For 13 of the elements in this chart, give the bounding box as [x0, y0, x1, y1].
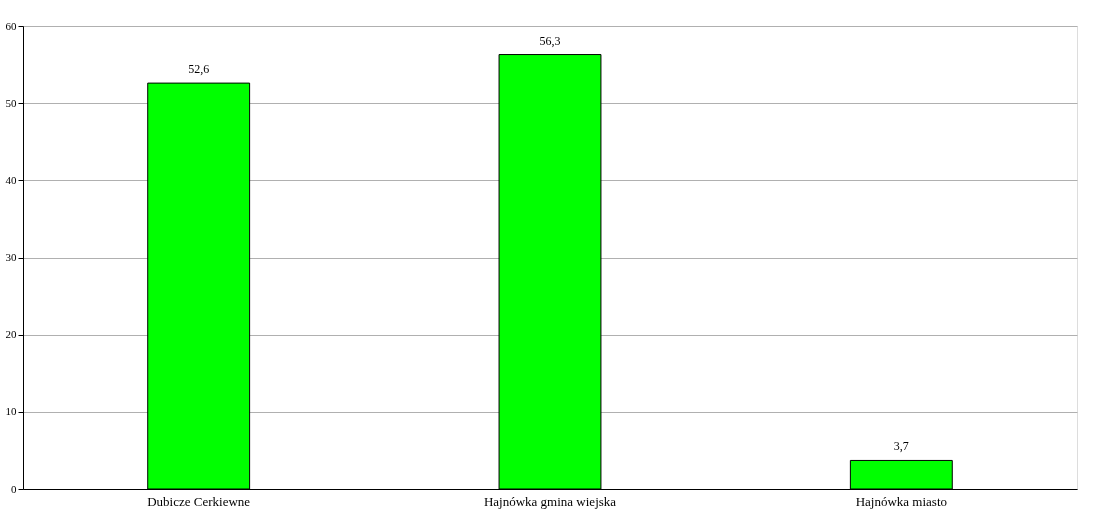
x-tick-label: Dubicze Cerkiewne	[147, 493, 251, 509]
data-label: 52,6	[188, 62, 210, 77]
x-tick-label: Hajnówka miasto	[855, 493, 948, 509]
x-tick-label: Hajnówka gmina wiejska	[483, 493, 617, 509]
data-label: 3,7	[893, 439, 909, 454]
y-tick-label: 20	[5, 328, 17, 341]
y-tick-label: 0	[11, 482, 17, 495]
y-tick-label: 50	[5, 96, 17, 109]
y-tick-label: 10	[5, 405, 17, 418]
y-tick-label: 60	[5, 19, 17, 32]
y-tick-label: 40	[5, 173, 17, 186]
y-tick-label: 30	[5, 251, 17, 263]
data-label: 56,3	[539, 33, 561, 48]
